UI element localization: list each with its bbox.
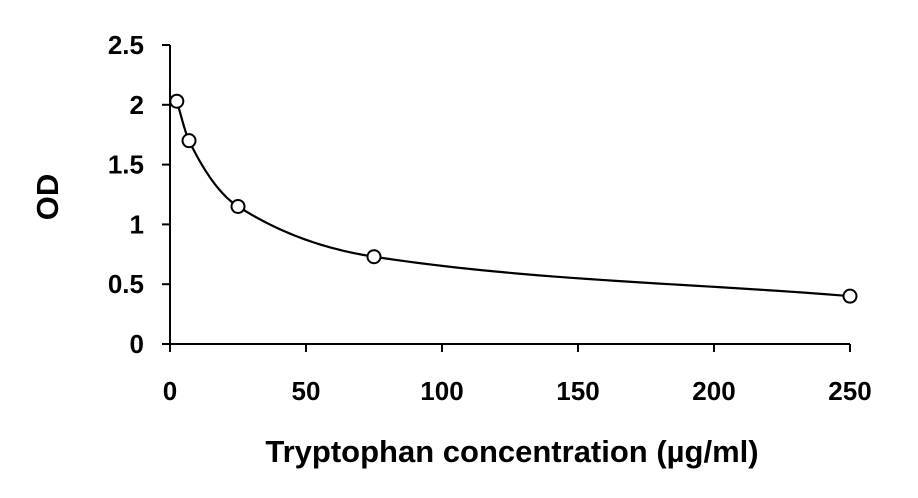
data-point: [366, 249, 382, 265]
y-tick-label: 0: [130, 329, 144, 359]
data-point: [169, 93, 185, 109]
data-point: [181, 133, 197, 149]
y-axis-title: OD: [30, 174, 65, 221]
y-tick-label: 2.5: [108, 30, 144, 60]
x-tick-label: 50: [292, 376, 321, 406]
data-point: [842, 288, 858, 304]
y-tick-label: 2: [130, 90, 144, 120]
y-tick-label: 0.5: [108, 269, 144, 299]
x-tick-label: 150: [556, 376, 599, 406]
x-tick-label: 250: [828, 376, 871, 406]
x-tick-label: 100: [420, 376, 463, 406]
y-axis-tick-labels: 0 0.5 1 1.5 2 2.5: [108, 30, 144, 359]
y-tick-label: 1: [130, 209, 144, 239]
y-tick-label: 1.5: [108, 150, 144, 180]
x-axis-ticks: [169, 344, 851, 352]
x-axis-tick-labels: 0 50 100 150 200 250: [163, 376, 872, 406]
x-tick-label: 200: [692, 376, 735, 406]
y-axis-ticks: [162, 44, 170, 345]
data-point: [230, 198, 246, 214]
fitted-curve: [175, 100, 851, 298]
x-axis-title: Tryptophan concentration (µg/ml): [265, 434, 758, 469]
data-points: [169, 93, 858, 304]
x-tick-label: 0: [163, 376, 177, 406]
